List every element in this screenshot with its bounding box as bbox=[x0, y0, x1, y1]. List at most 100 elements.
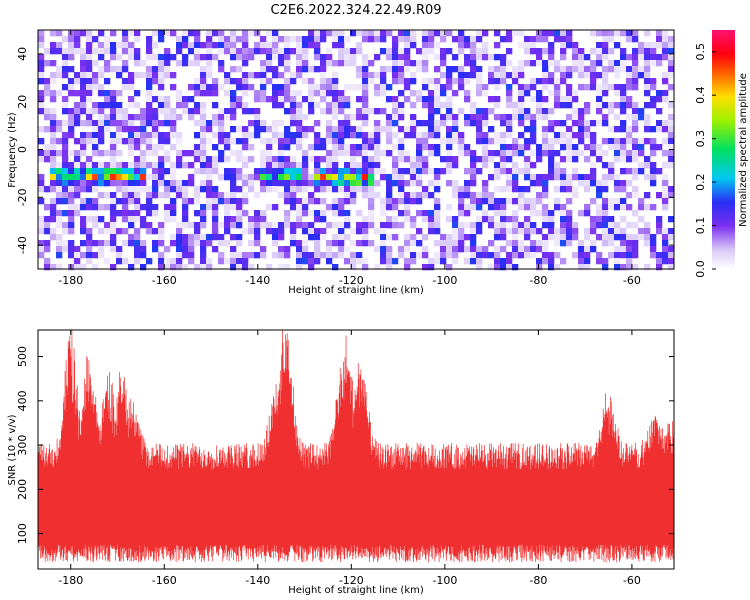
spectrogram-cell bbox=[284, 48, 291, 55]
spectrogram-cell bbox=[44, 246, 51, 253]
spectrogram-cell bbox=[302, 126, 309, 133]
spectrogram-cell bbox=[242, 90, 249, 97]
spectrogram-cell bbox=[542, 144, 549, 151]
spectrogram-cell bbox=[350, 258, 357, 265]
spectrogram-cell bbox=[446, 204, 453, 211]
spectrogram-cell bbox=[512, 264, 519, 271]
spectrogram-cell bbox=[404, 78, 411, 85]
spectrogram-cell bbox=[500, 78, 507, 85]
spectrogram-cell bbox=[584, 108, 591, 115]
spectrogram-cell bbox=[410, 60, 417, 67]
snr-x-tick-label: -140 bbox=[245, 574, 270, 587]
spectrogram-cell bbox=[464, 72, 471, 79]
spectrogram-cell bbox=[116, 132, 123, 139]
colorbar-label: Normalized spectral amplitude bbox=[738, 73, 749, 227]
spectrogram-cell bbox=[308, 30, 315, 37]
spectrogram-cell bbox=[152, 168, 159, 175]
spectrogram-cell bbox=[344, 126, 351, 133]
spectrogram-cell bbox=[170, 114, 177, 121]
spectrogram-cell bbox=[572, 222, 579, 229]
spectrogram-cell bbox=[452, 228, 459, 235]
spectrogram-cell bbox=[296, 210, 303, 217]
spectrogram-cell bbox=[632, 240, 639, 247]
spectrogram-cell bbox=[482, 108, 489, 115]
spectrogram-cell bbox=[212, 132, 219, 139]
spectrogram-cell bbox=[68, 204, 75, 211]
spectrogram-cell bbox=[476, 138, 483, 145]
spectrogram-cell bbox=[632, 30, 639, 37]
spectrogram-cell bbox=[494, 114, 501, 121]
spectrogram-cell bbox=[296, 42, 303, 49]
spectrogram-cell bbox=[38, 96, 45, 103]
spectrogram-cell bbox=[116, 42, 123, 49]
spectrogram-cell bbox=[116, 228, 123, 235]
spectrogram-cell bbox=[56, 180, 63, 187]
spectrogram-cell bbox=[242, 180, 249, 187]
spectrogram-cell bbox=[284, 42, 291, 49]
spectrogram-cell bbox=[626, 78, 633, 85]
spectrogram-cell bbox=[38, 102, 45, 109]
spectrogram-cell bbox=[290, 138, 297, 145]
spectrogram-cell bbox=[308, 102, 315, 109]
spectrogram-cell bbox=[182, 204, 189, 211]
spectrogram-cell bbox=[326, 240, 333, 247]
spectrogram-cell bbox=[194, 222, 201, 229]
spectrogram-cell bbox=[638, 198, 645, 205]
spectrogram-cell bbox=[242, 264, 249, 271]
spectrogram-cell bbox=[362, 234, 369, 241]
spectrogram-cell bbox=[404, 42, 411, 49]
spectrogram-cell bbox=[110, 180, 117, 187]
spectrogram-cell bbox=[476, 36, 483, 43]
spectrogram-cell bbox=[410, 216, 417, 223]
spectrogram-cell bbox=[524, 48, 531, 55]
spectrogram-cell bbox=[590, 150, 597, 157]
spectrogram-cell bbox=[158, 144, 165, 151]
spectrogram-cell bbox=[548, 30, 555, 37]
spectrogram-cell bbox=[350, 240, 357, 247]
spectrogram-cell bbox=[332, 162, 339, 169]
colorbar-tick-label: 0.0 bbox=[694, 260, 707, 278]
spectrogram-cell bbox=[74, 108, 81, 115]
spectrogram-x-tick-label: -100 bbox=[432, 274, 457, 287]
spectrogram-cell bbox=[548, 252, 555, 259]
spectrogram-cell bbox=[332, 60, 339, 67]
spectrogram-cell bbox=[374, 156, 381, 163]
spectrogram-cell bbox=[140, 204, 147, 211]
spectrogram-cell bbox=[380, 108, 387, 115]
spectrogram-cell bbox=[56, 264, 63, 271]
spectrogram-cell bbox=[56, 162, 63, 169]
spectrogram-cell bbox=[374, 108, 381, 115]
spectrogram-cell bbox=[158, 138, 165, 145]
spectrogram-cell bbox=[512, 174, 519, 181]
colorbar-tick-label: 0.2 bbox=[694, 173, 707, 191]
spectrogram-cell bbox=[284, 54, 291, 61]
spectrogram-cell bbox=[200, 54, 207, 61]
spectrogram-cell bbox=[344, 162, 351, 169]
spectrogram-cell bbox=[230, 264, 237, 271]
spectrogram-cell bbox=[596, 216, 603, 223]
spectrogram-cell bbox=[578, 66, 585, 73]
spectrogram-cell bbox=[602, 180, 609, 187]
spectrogram-cell bbox=[560, 240, 567, 247]
spectrogram-cell bbox=[584, 252, 591, 259]
spectrogram-cell bbox=[254, 222, 261, 229]
spectrogram-cell bbox=[560, 156, 567, 163]
spectrogram-cell bbox=[632, 144, 639, 151]
spectrogram-cell bbox=[494, 42, 501, 49]
colorbar-tick-label: 0.1 bbox=[694, 217, 707, 235]
spectrogram-cell bbox=[614, 156, 621, 163]
spectrogram-cell bbox=[50, 180, 57, 187]
spectrogram-cell bbox=[326, 222, 333, 229]
spectrogram-cell bbox=[410, 258, 417, 265]
spectrogram-cell bbox=[122, 162, 129, 169]
spectrogram-cell bbox=[518, 186, 525, 193]
spectrogram-cell bbox=[560, 204, 567, 211]
spectrogram-cell bbox=[530, 210, 537, 217]
spectrogram-cell bbox=[542, 138, 549, 145]
spectrogram-cell bbox=[212, 222, 219, 229]
spectrogram-cell bbox=[122, 60, 129, 67]
spectrogram-cell bbox=[200, 102, 207, 109]
spectrogram-cell bbox=[596, 222, 603, 229]
spectrogram-cell bbox=[542, 192, 549, 199]
spectrogram-cell bbox=[386, 180, 393, 187]
